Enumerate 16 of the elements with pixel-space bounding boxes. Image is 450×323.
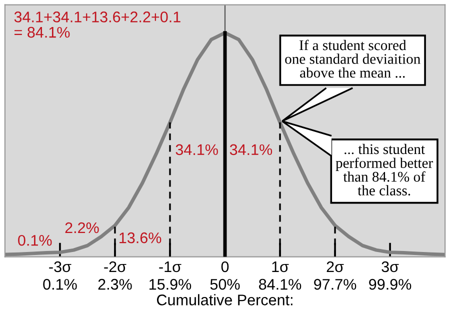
annotation: 34.1%	[230, 144, 272, 156]
x-tick-label: 2σ 97.7%	[314, 261, 356, 290]
x-axis-title: Cumulative Percent:	[157, 294, 292, 306]
annotation: 0.1%	[18, 234, 52, 246]
x-tick-label: -1σ 15.9%	[149, 262, 192, 290]
annotation: 34.1%	[176, 144, 218, 156]
annotation: If a student scored one standard deviaition above the mean ...	[285, 40, 420, 78]
annotation: 2.2%	[65, 222, 99, 234]
annotation: 13.6%	[120, 232, 162, 244]
x-tick-label: -2σ 2.3%	[98, 261, 132, 290]
x-tick-label: 0 50%	[210, 261, 240, 290]
x-tick-label: 3σ 99.9%	[369, 261, 412, 290]
x-tick-label: 1σ 84.1%	[259, 262, 302, 290]
annotation: 34.1+34.1+13.6+2.2+0.1 = 84.1%	[14, 12, 180, 38]
x-tick-label: -3σ 0.1%	[43, 261, 77, 290]
annotation: ... this student performed better than 84.1% of the class.	[336, 144, 433, 196]
